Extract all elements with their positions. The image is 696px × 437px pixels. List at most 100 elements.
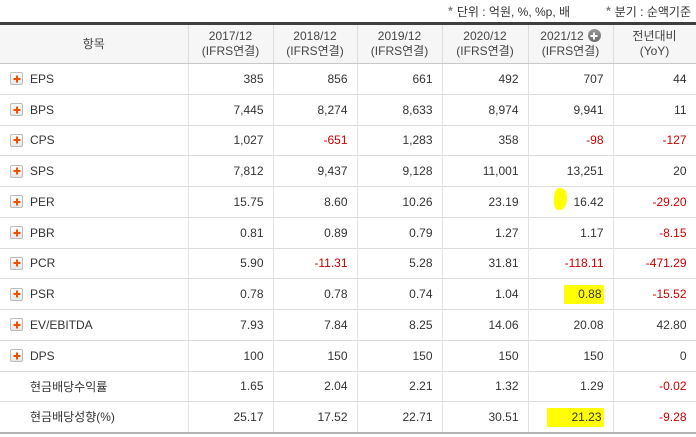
metric-value-cell: 7,445 — [187, 93, 273, 125]
metric-label: SPS — [30, 164, 55, 179]
table-row-pcr: PCR 5.90 -11.31 5.28 31.81 -118.11 -471.29 — [0, 247, 696, 279]
metric-value: -8.15 — [659, 225, 687, 240]
metric-value: 13,251 — [566, 164, 604, 179]
metric-value-cell: 661 — [356, 63, 442, 95]
table-row-ev-ebitda: EV/EBITDA 7.93 7.84 8.25 14.06 20.08 42.80 — [0, 309, 696, 341]
metric-value-cell: 8.60 — [272, 186, 357, 218]
metric-value: 25.17 — [233, 409, 264, 424]
metric-value-cell: 1.65 — [187, 370, 273, 402]
metric-label-cell: PER — [0, 186, 188, 218]
metric-value: 0.78 — [240, 287, 264, 302]
metric-value-cell: 11,001 — [441, 155, 528, 187]
expand-plus-icon[interactable] — [10, 195, 23, 209]
metric-label: EV/EBITDA — [30, 317, 93, 332]
metric-label-cell: SPS — [0, 155, 188, 187]
metric-value-cell: 8,633 — [356, 93, 442, 125]
table-row-sps: SPS 7,812 9,437 9,128 11,001 13,251 20 — [0, 155, 696, 187]
metric-value: 1.32 — [495, 379, 519, 394]
metric-value-cell: 42.80 — [612, 309, 696, 341]
metric-value-cell: 856 — [272, 63, 357, 95]
metric-value-cell: 0 — [612, 339, 696, 371]
metric-value-cell: 23.19 — [441, 186, 528, 218]
expand-plus-icon[interactable] — [10, 318, 23, 332]
metric-value: 150 — [327, 348, 348, 363]
metric-value: -651 — [323, 133, 348, 148]
expand-plus-icon[interactable] — [10, 226, 23, 240]
metric-value: 2.04 — [324, 379, 348, 394]
metric-value-cell: 150 — [441, 339, 528, 371]
metric-value-cell: 1,027 — [187, 124, 273, 156]
metric-value: 5.90 — [240, 256, 264, 271]
metric-label: 현금배당수익률 — [30, 379, 108, 394]
metric-value-cell: 1.04 — [441, 278, 528, 310]
metric-value: 8,274 — [317, 102, 348, 117]
table-row-cps: CPS 1,027 -651 1,283 358 -98 -127 — [0, 124, 696, 156]
metric-value: 150 — [498, 348, 519, 363]
metric-value-cell: 21.23 — [527, 401, 613, 433]
metric-value: 7.84 — [324, 317, 348, 332]
metric-value-cell: 0.74 — [356, 278, 442, 310]
metric-value: -15.52 — [652, 287, 687, 302]
metric-value-cell: 16.42 — [527, 186, 613, 218]
column-header-2018-12: 2018/12 (IFRS연결) — [272, 23, 357, 64]
metric-label: BPS — [30, 102, 55, 117]
plus-circle-icon[interactable] — [587, 29, 601, 42]
metric-value-cell: 358 — [441, 124, 528, 156]
metric-value: 0.88 — [564, 285, 604, 305]
metric-value: 7,445 — [233, 102, 264, 117]
metric-value: 9,128 — [402, 164, 433, 179]
metric-label-cell: PCR — [0, 247, 188, 279]
expand-plus-icon[interactable] — [10, 349, 23, 363]
column-period-label: 2018/12 — [293, 29, 337, 43]
metric-value-cell: -127 — [612, 124, 696, 156]
metric-value-cell: 0.79 — [356, 216, 442, 248]
asterisk-marker: * — [448, 4, 453, 18]
metric-value-cell: 7,812 — [187, 155, 273, 187]
metric-value-cell: 8,274 — [272, 93, 357, 125]
metric-value-cell: 385 — [187, 63, 273, 95]
metric-value: 0 — [679, 348, 687, 363]
metric-label-cell: CPS — [0, 124, 188, 156]
metric-value-cell: 15.75 — [187, 186, 273, 218]
metric-value-cell: 0.78 — [187, 278, 273, 310]
metric-value-cell: -471.29 — [612, 247, 696, 279]
metric-value-cell: 30.51 — [441, 401, 528, 433]
metric-value-cell: 1.32 — [441, 370, 528, 402]
metric-value-cell: 1.29 — [527, 370, 613, 402]
metric-label: 현금배당성향(%) — [30, 410, 115, 425]
metric-value-cell: 1.27 — [441, 216, 528, 248]
expand-plus-icon[interactable] — [10, 256, 23, 270]
expand-plus-icon[interactable] — [10, 133, 23, 147]
metric-value-cell: 5.90 — [187, 247, 273, 279]
metric-value: 31.81 — [488, 256, 519, 271]
metric-value: 20 — [673, 164, 687, 179]
expand-plus-icon[interactable] — [10, 72, 23, 86]
metric-value: 0.74 — [409, 287, 433, 302]
metric-value-cell: 150 — [272, 339, 357, 371]
metric-value-cell: -9.28 — [612, 401, 696, 433]
metric-value: 17.52 — [317, 409, 348, 424]
metric-value: 2.21 — [409, 379, 433, 394]
metric-value-cell: 7.93 — [187, 309, 273, 341]
table-header-row: 항목 2017/12 (IFRS연결) 2018/12 (IFRS연결) 2019/12… — [0, 23, 696, 64]
column-period-label: 2020/12 — [463, 29, 507, 43]
metric-value: -471.29 — [645, 256, 687, 271]
expand-plus-icon[interactable] — [10, 164, 23, 178]
expand-plus-icon[interactable] — [10, 103, 23, 117]
metric-value: 16.42 — [573, 194, 604, 209]
metric-value-cell: 1,283 — [356, 124, 442, 156]
column-period-label: 2021/12 — [540, 29, 584, 43]
metric-value-cell: 20 — [612, 155, 696, 187]
table-row-bps: BPS 7,445 8,274 8,633 8,974 9,941 11 — [0, 93, 696, 125]
metric-value: 0.78 — [324, 287, 348, 302]
expand-plus-icon[interactable] — [10, 287, 23, 301]
metric-value-cell: 9,128 — [356, 155, 442, 187]
metric-value: -9.28 — [659, 409, 687, 424]
metric-label: PSR — [30, 287, 55, 302]
metric-value: 22.71 — [402, 409, 433, 424]
metric-value-cell: -29.20 — [612, 186, 696, 218]
metric-value: 8.60 — [324, 194, 348, 209]
metric-value: 30.51 — [488, 409, 519, 424]
metric-value: -29.20 — [652, 194, 687, 209]
